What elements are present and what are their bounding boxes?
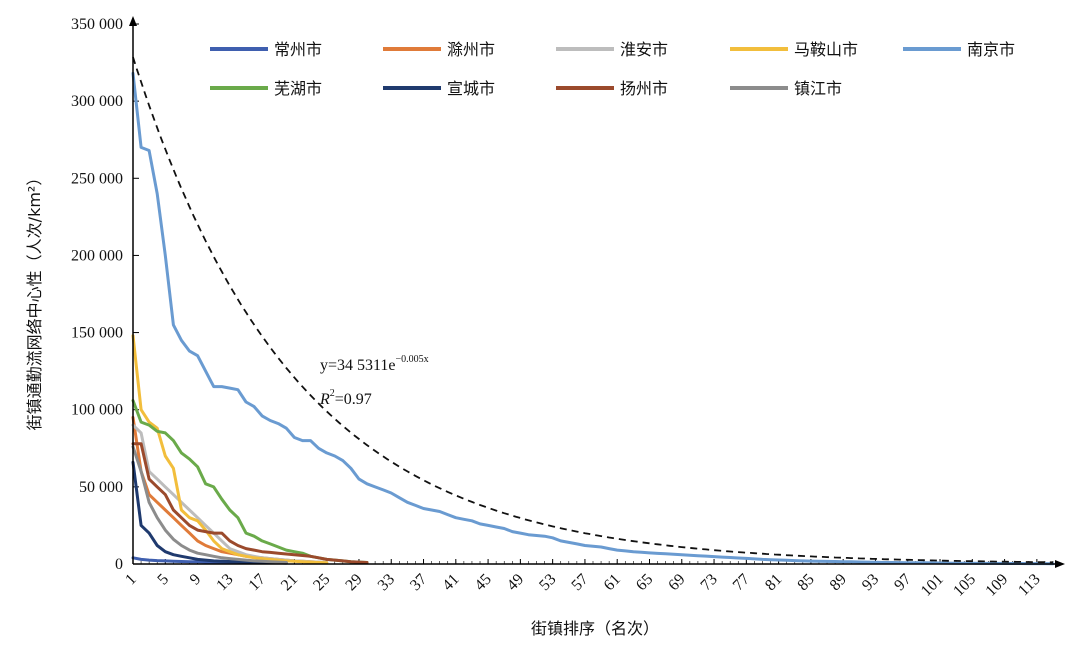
legend-label: 常州市 (274, 40, 322, 59)
x-tick-label: 105 (950, 571, 979, 600)
y-tick-label: 300 000 (71, 93, 123, 110)
x-tick-label: 41 (439, 571, 462, 594)
y-tick-label: 50 000 (79, 479, 123, 496)
x-tick-label: 81 (762, 571, 785, 594)
legend-label: 南京市 (967, 40, 1015, 59)
y-tick-label: 350 000 (71, 16, 123, 33)
x-tick-label: 33 (375, 571, 398, 594)
fit-equation-base: y=34 5311e (320, 357, 396, 374)
y-tick-layer: 0 50 000 100 000 150 000 200 000 250 000 300 0… (71, 16, 139, 573)
x-tick-label: 113 (1015, 571, 1044, 600)
x-axis-title: 街镇排序（名次） (531, 619, 659, 638)
x-tick-label: 89 (827, 571, 850, 594)
x-axis-arrow (1055, 560, 1065, 568)
x-tick-label: 61 (601, 571, 624, 594)
x-tick-label: 65 (633, 571, 656, 594)
series-line (131, 442, 369, 564)
y-tick-label: 0 (115, 556, 123, 573)
series-line (131, 334, 329, 565)
y-tick-label: 150 000 (71, 325, 123, 342)
fit-equation: y=34 5311e−0.005x (320, 354, 429, 374)
series-line (131, 71, 1055, 566)
y-axis-arrow (129, 16, 137, 26)
x-tick-label: 37 (407, 571, 430, 594)
legend-label: 马鞍山市 (794, 40, 858, 59)
x-tick-label: 5 (154, 571, 172, 589)
x-tick-label: 21 (278, 571, 301, 594)
x-tick-label: 77 (730, 571, 753, 594)
x-tick-label: 69 (665, 571, 688, 594)
legend-label: 芜湖市 (274, 79, 322, 98)
legend-label: 镇江市 (794, 79, 842, 98)
fit-r-superscript: 2 (330, 388, 335, 399)
fit-r-value: =0.97 (335, 391, 372, 408)
fit-r-symbol: R (319, 391, 330, 408)
legend-label: 滁州市 (447, 40, 495, 59)
x-tick-label: 1 (122, 571, 140, 589)
fit-equation-exponent: −0.005x (396, 354, 429, 365)
x-tick-label: 101 (918, 571, 947, 600)
x-tick-label: 17 (246, 571, 269, 594)
x-tick-label: 97 (891, 571, 914, 594)
fit-layer (132, 56, 1053, 564)
series-layer (131, 71, 1055, 566)
series-line (131, 445, 288, 564)
legend-label: 宣城市 (447, 79, 495, 98)
x-tick-label: 45 (472, 571, 495, 594)
x-tick-label: 49 (504, 571, 527, 594)
x-tick-label: 29 (342, 571, 365, 594)
legend-label: 扬州市 (620, 79, 668, 98)
x-tick-label: 73 (698, 571, 721, 594)
x-tick-label: 57 (568, 571, 591, 594)
x-tick-label: 93 (859, 571, 882, 594)
y-axis-title: 街镇通勤流网络中心性（人次/km²） (25, 170, 44, 431)
x-tick-label: 9 (187, 571, 205, 589)
fit-curve (132, 56, 1053, 564)
y-tick-label: 200 000 (71, 247, 123, 264)
x-tick-layer: 1 5 9 13 17 21 25 29 33 37 41 45 49 53 57 61 65 69 73 77 81 8… (122, 559, 1054, 600)
x-tick-label: 13 (213, 571, 236, 594)
x-tick-label: 109 (982, 571, 1011, 600)
fit-r-squared: R2=0.97 (319, 388, 372, 408)
series-line (131, 399, 369, 564)
y-tick-label: 250 000 (71, 170, 123, 187)
legend-label: 淮安市 (620, 40, 668, 59)
x-tick-label: 25 (310, 571, 333, 594)
x-tick-label: 53 (536, 571, 559, 594)
y-tick-label: 100 000 (71, 402, 123, 419)
x-tick-label: 85 (794, 571, 817, 594)
